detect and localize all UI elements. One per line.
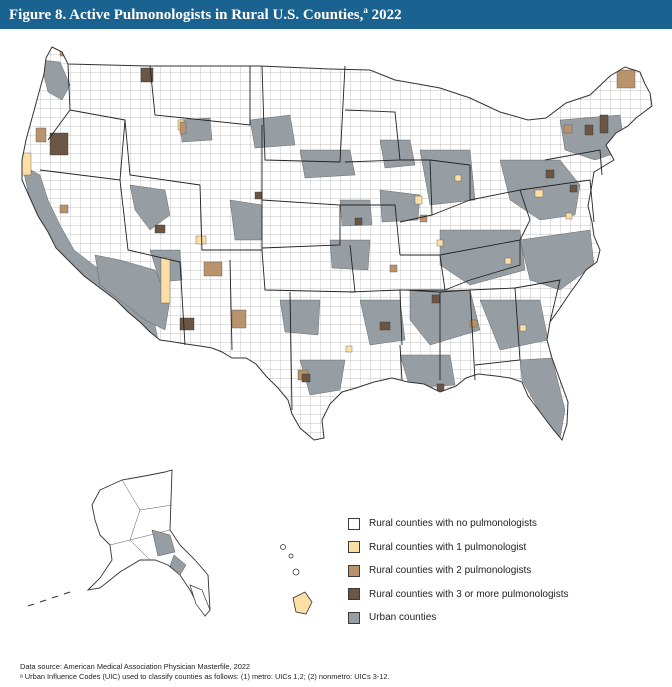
urban-county-areas xyxy=(22,59,626,439)
us-county-map xyxy=(21,46,653,617)
legend-label-2-pulmonologists: Rural counties with 2 pulmonologists xyxy=(369,565,532,577)
legend-label-1-pulmonologist: Rural counties with 1 pulmonologist xyxy=(369,541,527,553)
legend-item-urban-counties: Urban counties xyxy=(348,606,668,630)
figure-footer: Data source: American Medical Associatio… xyxy=(20,662,390,682)
legend-label-3plus-pulmonologists: Rural counties with 3 or more pulmonolog… xyxy=(369,588,569,600)
hawaii-map xyxy=(280,544,313,615)
rural-1-pulmonologist-counties xyxy=(22,119,573,353)
state-boundaries xyxy=(39,63,603,411)
aleutian-islands xyxy=(27,591,71,607)
uic-footnote: ᵃ Urban Influence Codes (UIC) used to cl… xyxy=(20,672,390,681)
alaska-panhandle xyxy=(189,584,211,617)
legend-swatch-2-pulmonologists xyxy=(348,564,360,577)
data-source-note: Data source: American Medical Associatio… xyxy=(20,662,251,671)
rural-2-pulmonologist-counties xyxy=(35,47,636,381)
alaska-map xyxy=(27,469,211,617)
legend-item-1-pulmonologist: Rural counties with 1 pulmonologist xyxy=(348,536,668,560)
alaska-borough-lines xyxy=(109,479,173,561)
figure-title: Figure 8. Active Pulmonologists in Rural… xyxy=(0,0,672,29)
legend-swatch-1-pulmonologist xyxy=(348,541,360,554)
hawaii-big-island xyxy=(292,591,313,615)
map-legend: Rural counties with no pulmonologists Ru… xyxy=(348,512,668,630)
legend-label-urban-counties: Urban counties xyxy=(369,612,437,624)
rural-3plus-pulmonologist-counties xyxy=(49,67,609,392)
legend-item-2-pulmonologists: Rural counties with 2 pulmonologists xyxy=(348,559,668,583)
legend-swatch-no-pulmonologists xyxy=(348,517,360,530)
contiguous-us-map xyxy=(21,46,653,441)
alaska-urban-boroughs xyxy=(151,529,187,576)
figure-title-footnote-mark: a xyxy=(363,5,368,15)
legend-swatch-urban-counties xyxy=(348,611,360,624)
legend-item-3plus-pulmonologists: Rural counties with 3 or more pulmonolog… xyxy=(348,583,668,607)
figure-title-year: 2022 xyxy=(367,7,402,23)
figure-title-text: Figure 8. Active Pulmonologists in Rural… xyxy=(9,7,364,23)
legend-item-no-pulmonologists: Rural counties with no pulmonologists xyxy=(348,512,668,536)
legend-swatch-3plus-pulmonologists xyxy=(348,588,360,601)
legend-label-no-pulmonologists: Rural counties with no pulmonologists xyxy=(369,518,537,530)
